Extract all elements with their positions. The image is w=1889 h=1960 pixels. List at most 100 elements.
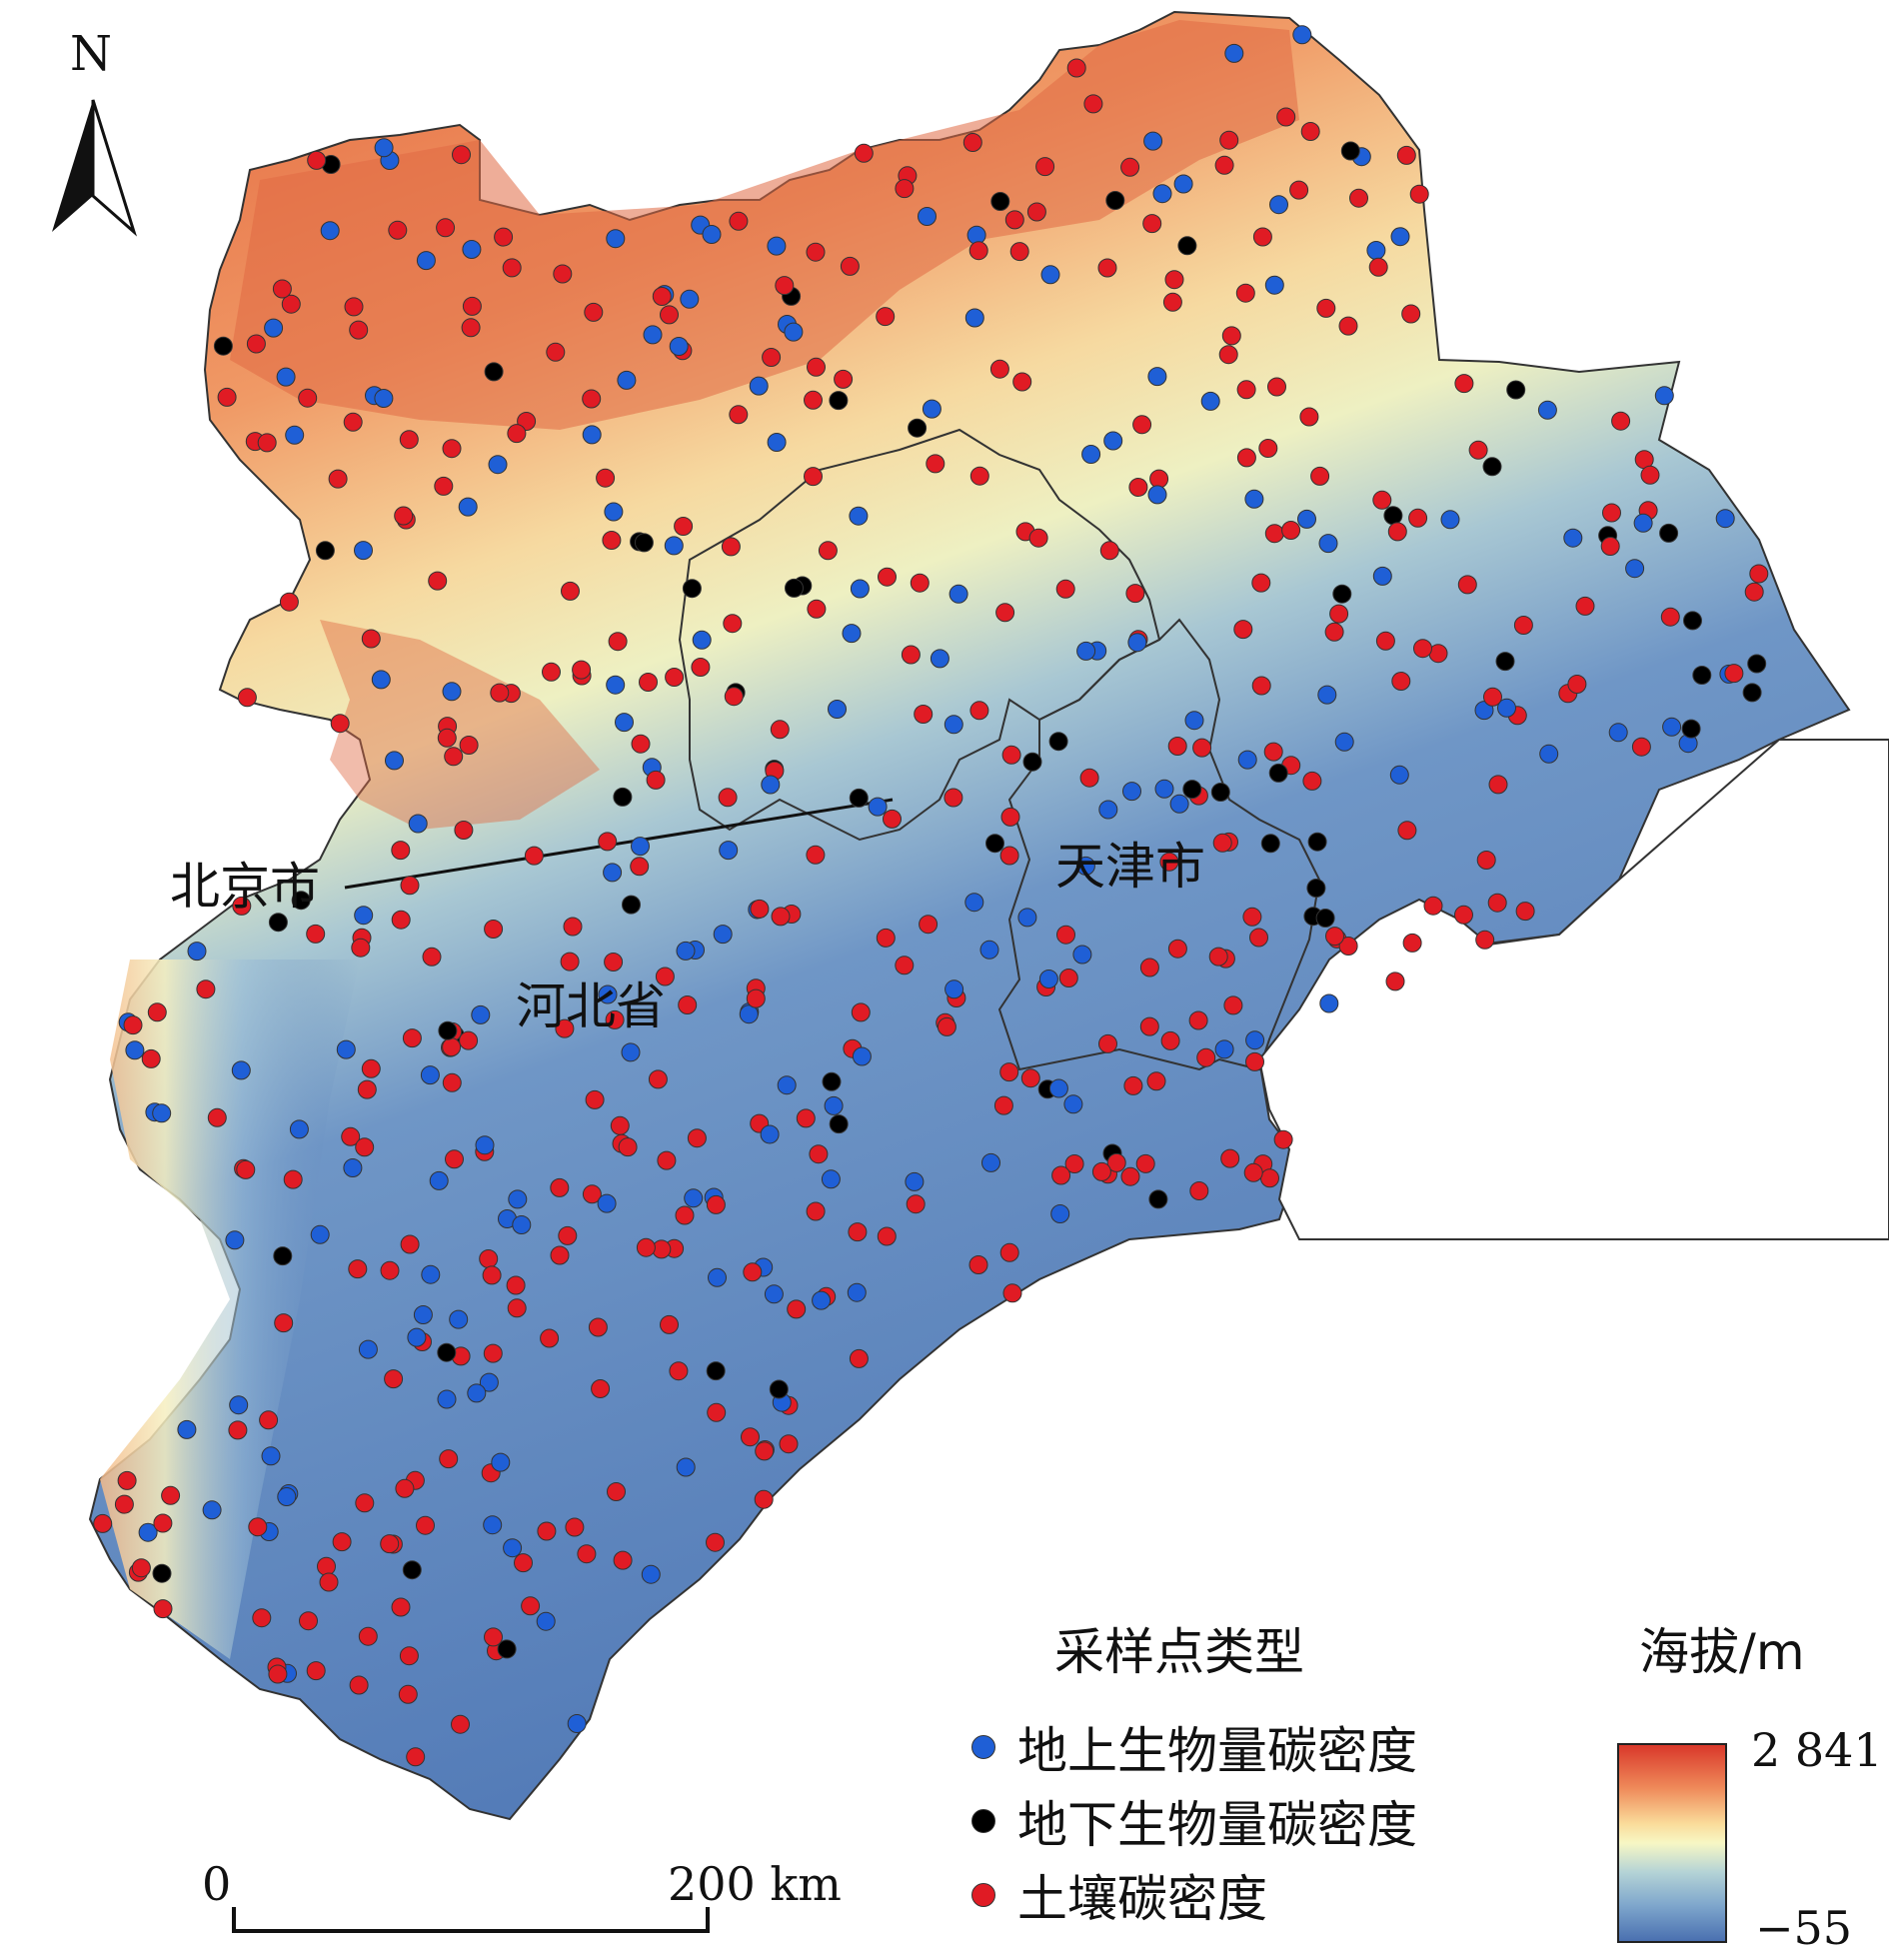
elevation-max-label: 2 841 [1751, 1723, 1883, 1777]
sample-point [459, 1030, 479, 1050]
sample-point [1167, 939, 1187, 959]
sample-point [317, 1556, 336, 1576]
sample-point [807, 599, 827, 619]
sample-point [344, 297, 364, 317]
elevation-min-label: −55 [1755, 1901, 1853, 1955]
sample-point [298, 388, 318, 408]
sample-point [854, 143, 874, 163]
sample-point [537, 1521, 557, 1541]
sample-point [1372, 490, 1392, 510]
sample-point [607, 1482, 626, 1501]
beijing-leader-line [344, 798, 894, 890]
sample-point [514, 1553, 533, 1573]
sample-point [488, 455, 508, 475]
sample-point [1454, 905, 1473, 925]
sample-point [1487, 893, 1507, 913]
sample-point [613, 1550, 633, 1570]
sample-point [437, 1389, 457, 1409]
sample-point [225, 1230, 245, 1250]
legend-item-label: 地上生物量碳密度 [1017, 1722, 1417, 1780]
sample-point [1147, 485, 1167, 505]
sample-point [1267, 377, 1286, 397]
sample-point [1692, 666, 1712, 685]
mountain-zone-south [320, 620, 600, 830]
sample-point [336, 1039, 356, 1059]
sample-point [687, 1128, 707, 1148]
sample-point [437, 728, 457, 748]
sample-point [328, 469, 348, 489]
sample-point [604, 953, 624, 972]
sample-point [1103, 431, 1123, 451]
sample-point [1319, 993, 1339, 1013]
sample-point [1196, 1047, 1216, 1067]
sample-point [550, 1245, 570, 1265]
sample-point [434, 476, 454, 496]
sample-point [999, 1242, 1019, 1262]
sample-point [1281, 521, 1301, 540]
sample-point [395, 1478, 415, 1498]
sample-point [1091, 1161, 1111, 1181]
sample-point [1567, 675, 1587, 694]
sample-point [471, 1004, 491, 1024]
sample-point [775, 276, 795, 296]
sample-point [1307, 832, 1327, 852]
sample-point [252, 1608, 272, 1628]
sample-point [1749, 564, 1769, 584]
sample-point [999, 846, 1019, 866]
bohai-coast [1257, 739, 1889, 1240]
sample-point [1220, 1148, 1240, 1168]
sample-point [565, 1517, 585, 1537]
label-beijing: 北京市 [170, 858, 320, 916]
sample-point [1454, 374, 1474, 394]
sample-point [1106, 1152, 1126, 1172]
sample-point [669, 337, 689, 356]
sample-point [806, 242, 826, 262]
sample-point [1079, 768, 1099, 788]
north-arrow-icon [52, 99, 138, 237]
sample-point [646, 770, 666, 790]
sample-point [1375, 631, 1395, 651]
sample-point [231, 1060, 251, 1080]
sample-point [743, 1262, 763, 1282]
sample-point [1340, 141, 1360, 161]
sample-point [398, 1684, 418, 1704]
sample-point [1476, 851, 1496, 870]
sample-point [660, 305, 679, 325]
sample-point [257, 433, 277, 453]
sample-point [207, 1107, 227, 1127]
sample-point [1742, 683, 1762, 703]
sample-point [475, 1135, 495, 1155]
sample-point [1315, 909, 1335, 928]
sample-point [1292, 25, 1312, 45]
sample-point [408, 814, 428, 834]
sample-point [910, 573, 930, 593]
sample-point [746, 988, 766, 1008]
sample-point [707, 1402, 727, 1422]
sample-point [1440, 510, 1460, 530]
sample-point [1724, 664, 1744, 684]
sample-point [1385, 972, 1405, 991]
sample-point [588, 1317, 608, 1337]
sample-point [605, 1009, 625, 1029]
sample-point [358, 1339, 378, 1359]
sample-point [682, 579, 702, 599]
sample-point [664, 536, 684, 556]
sample-point [248, 1517, 268, 1537]
sample-point [1251, 676, 1271, 696]
sample-point [1035, 157, 1055, 177]
sample-point [413, 1305, 433, 1324]
sample-point [1040, 265, 1060, 285]
sample-point [676, 941, 696, 961]
sample-point [1633, 513, 1653, 533]
sample-point [824, 1095, 844, 1115]
sample-point [1251, 573, 1271, 593]
north-label: N [70, 26, 112, 82]
sample-point [804, 467, 823, 487]
sample-point [1539, 744, 1559, 764]
sample-point [719, 841, 739, 861]
sample-point [264, 318, 284, 338]
sample-point [922, 399, 942, 419]
sample-point [908, 418, 928, 438]
sample-point [876, 307, 896, 327]
legend-marker-icon [971, 1809, 995, 1833]
